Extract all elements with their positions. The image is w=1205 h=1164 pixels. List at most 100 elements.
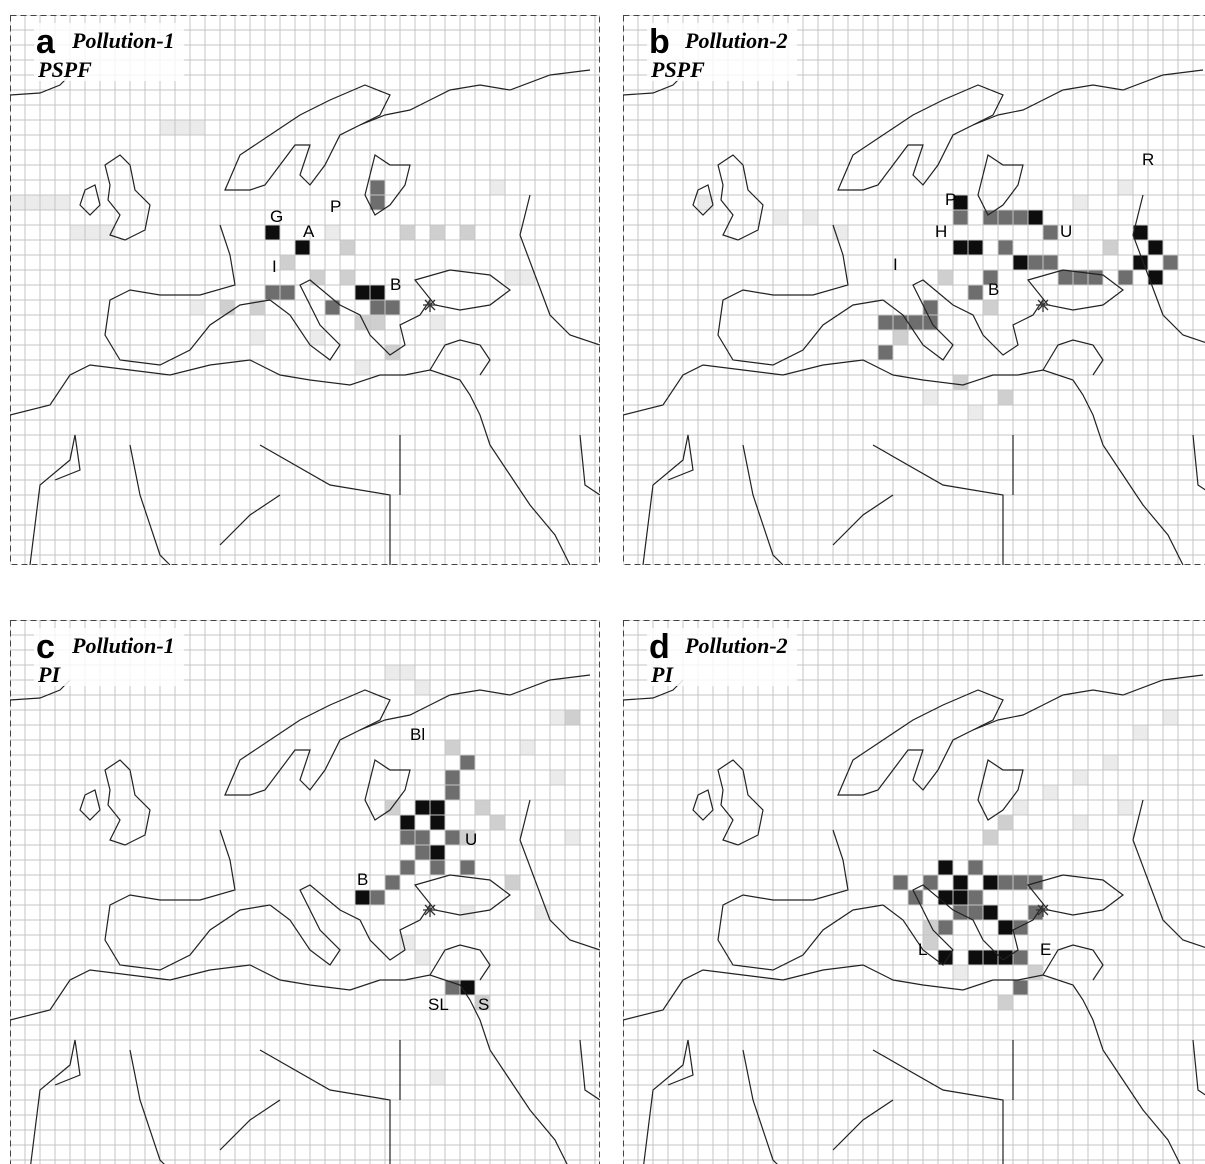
grid-cell — [983, 210, 998, 225]
grid-cell — [983, 905, 998, 920]
grid-cell — [550, 770, 565, 785]
grid-cell — [175, 120, 190, 135]
grid-cell — [983, 830, 998, 845]
grid-cell — [893, 315, 908, 330]
panel-letter: d — [649, 628, 670, 666]
grid-cell — [415, 680, 430, 695]
grid-cell — [370, 180, 385, 195]
grid-cell — [400, 225, 415, 240]
grid-cell — [520, 740, 535, 755]
map-border — [10, 620, 600, 1164]
grid-cell — [265, 225, 280, 240]
panel-title: Pollution-2 — [684, 633, 788, 658]
grid-cell — [370, 195, 385, 210]
grid-cell — [803, 210, 818, 225]
grid-cell — [1013, 875, 1028, 890]
grid-cell — [1118, 270, 1133, 285]
grid-cell — [953, 210, 968, 225]
grid-cell — [998, 240, 1013, 255]
receptor-marker — [1037, 299, 1049, 311]
grid-cell — [370, 285, 385, 300]
grid-cell — [370, 300, 385, 315]
grid-cell — [445, 785, 460, 800]
grid-cell — [1013, 920, 1028, 935]
map-area — [10, 620, 600, 1164]
grid-cell — [385, 345, 400, 360]
grid-cell — [1073, 770, 1088, 785]
map-border — [10, 15, 600, 565]
receptor-marker — [1037, 904, 1049, 916]
grid-cell — [415, 845, 430, 860]
grid-cell — [385, 300, 400, 315]
region-label: U — [1060, 222, 1072, 241]
grid-cell — [923, 935, 938, 950]
grid-cell — [1103, 755, 1118, 770]
panel-letter: b — [649, 23, 670, 61]
grid-cell — [340, 270, 355, 285]
grid — [623, 15, 1205, 565]
grid-cell — [460, 860, 475, 875]
grid-cell — [325, 225, 340, 240]
grid-cell — [1088, 270, 1103, 285]
grid-cell — [893, 330, 908, 345]
region-label: Bl — [410, 725, 425, 744]
grid-cell — [938, 270, 953, 285]
grid-cell — [475, 800, 490, 815]
grid-cell — [968, 905, 983, 920]
grid-cell — [355, 360, 370, 375]
receptor-marker — [424, 904, 436, 916]
grid-cell — [983, 300, 998, 315]
grid-cell — [505, 270, 520, 285]
grid-cell — [908, 890, 923, 905]
grid-cell — [998, 390, 1013, 405]
panel-title: Pollution-2 — [684, 28, 788, 53]
grid-cell — [280, 285, 295, 300]
grid-cell — [1118, 800, 1133, 815]
map-border — [623, 620, 1205, 1164]
grid-cell — [460, 830, 475, 845]
grid-cell — [1148, 270, 1163, 285]
grid-cell — [953, 240, 968, 255]
grid-cell — [773, 210, 788, 225]
grid-cell — [520, 270, 535, 285]
grid-cell — [923, 300, 938, 315]
grid-cell — [460, 905, 475, 920]
grid-cell — [430, 800, 445, 815]
grid-cell — [1013, 980, 1028, 995]
receptor-marker — [424, 299, 436, 311]
grid-cell — [430, 815, 445, 830]
grid-cell — [1103, 240, 1118, 255]
grid-cell — [1148, 240, 1163, 255]
grid-cell — [250, 300, 265, 315]
grid-cell — [998, 920, 1013, 935]
grid-cell — [998, 950, 1013, 965]
grid-cell — [953, 875, 968, 890]
map-border — [623, 15, 1205, 565]
grid-cell — [265, 285, 280, 300]
grid-cell — [505, 875, 520, 890]
grid-cell — [415, 800, 430, 815]
grid-cell — [983, 875, 998, 890]
map-background — [623, 15, 1205, 565]
region-label: I — [893, 255, 898, 274]
grid-cell — [100, 225, 115, 240]
grid-cell — [923, 875, 938, 890]
panel-letter: a — [36, 23, 56, 61]
grid-cell — [415, 830, 430, 845]
grid-cell — [968, 890, 983, 905]
grid-cell — [878, 315, 893, 330]
panel-title: Pollution-1 — [71, 633, 175, 658]
panel-method: PSPF — [650, 57, 705, 82]
grid-cell — [998, 210, 1013, 225]
grid-cell — [938, 890, 953, 905]
grid-cell — [400, 665, 415, 680]
grid-cell — [430, 860, 445, 875]
grid-cell — [445, 830, 460, 845]
grid-cell — [968, 860, 983, 875]
grid-cell — [280, 255, 295, 270]
grid-cell — [1163, 255, 1178, 270]
grid-cell — [460, 225, 475, 240]
grid-cell — [953, 375, 968, 390]
map-area — [623, 15, 1205, 565]
region-label: S — [478, 995, 489, 1014]
